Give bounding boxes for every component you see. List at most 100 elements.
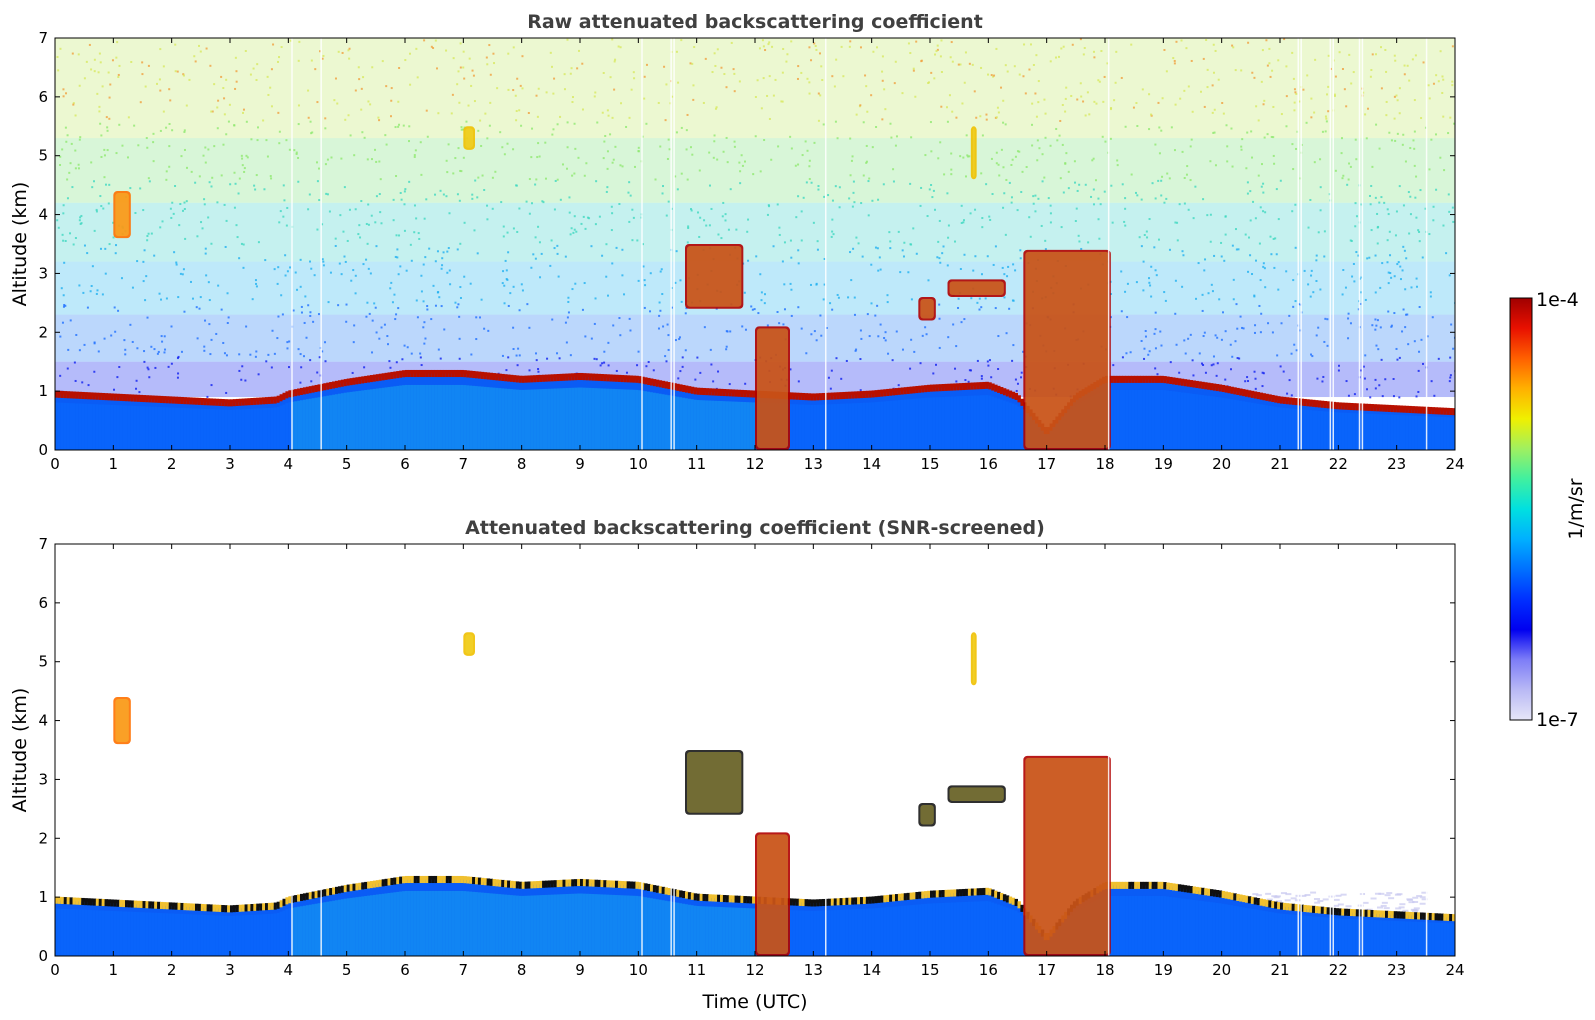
boundary-layer-top [927, 384, 931, 392]
boundary-layer-inner [332, 900, 336, 956]
noise-speckle [946, 264, 949, 267]
noise-speckle [1338, 51, 1341, 54]
noise-speckle [1349, 239, 1352, 242]
boundary-layer-top [78, 897, 82, 905]
boundary-layer-inner [1218, 397, 1223, 450]
noise-speckle [1295, 349, 1298, 352]
boundary-layer-inner [454, 890, 458, 956]
boundary-layer-inner [364, 390, 368, 450]
noise-speckle [375, 245, 378, 248]
noise-speckle [298, 40, 301, 43]
boundary-layer-inner [606, 388, 610, 450]
noise-speckle [1040, 224, 1043, 227]
noise-speckle [618, 203, 621, 206]
noise-speckle [643, 306, 646, 309]
boundary-layer-top [515, 375, 520, 383]
boundary-layer-inner [440, 890, 444, 956]
boundary-layer-inner [279, 911, 283, 956]
boundary-layer-inner [203, 914, 208, 956]
noise-speckle [467, 104, 470, 107]
noise-speckle [1047, 197, 1050, 200]
noise-speckle [978, 297, 981, 300]
noise-speckle [325, 192, 328, 195]
noise-speckle [178, 224, 181, 227]
noise-speckle [66, 367, 69, 370]
boundary-layer-top [585, 879, 590, 887]
noise-speckle [1165, 197, 1168, 200]
noise-speckle [730, 41, 733, 44]
boundary-layer-inner [647, 391, 651, 450]
noise-speckle [257, 126, 260, 129]
noise-speckle [1245, 167, 1248, 170]
noise-speckle [284, 274, 287, 277]
noise-speckle [86, 306, 89, 309]
boundary-layer-inner [337, 899, 342, 956]
noise-speckle [1370, 229, 1373, 232]
boundary-layer-inner [413, 890, 418, 956]
noise-speckle [1253, 331, 1256, 334]
boundary-layer-top [947, 383, 951, 391]
boundary-layer-top [297, 388, 301, 396]
faint-speckle [1314, 901, 1321, 904]
noise-speckle [725, 348, 728, 351]
boundary-layer-inner [244, 915, 248, 956]
noise-speckle [889, 240, 892, 243]
noise-speckle [1432, 82, 1435, 85]
noise-speckle [1095, 102, 1098, 105]
boundary-layer-inner [699, 400, 703, 450]
noise-speckle [586, 216, 589, 219]
noise-speckle [139, 187, 142, 190]
noise-speckle [56, 219, 59, 222]
noise-speckle [488, 124, 491, 127]
boundary-layer-top [259, 903, 263, 911]
noise-speckle [106, 149, 109, 152]
boundary-layer-inner [323, 902, 327, 956]
boundary-layer-inner [682, 397, 686, 450]
boundary-layer-inner [574, 893, 578, 956]
boundary-layer-top [903, 387, 908, 395]
noise-speckle [781, 260, 784, 263]
boundary-layer-top [337, 886, 342, 894]
noise-speckle [307, 304, 310, 307]
noise-speckle [93, 370, 96, 373]
boundary-layer-top [95, 898, 100, 906]
noise-speckle [1160, 344, 1163, 347]
noise-speckle [276, 60, 279, 63]
noise-speckle [375, 160, 378, 163]
noise-speckle [120, 277, 123, 280]
noise-speckle [462, 66, 465, 69]
boundary-layer-top [1402, 405, 1406, 413]
noise-speckle [405, 269, 408, 272]
noise-speckle [607, 341, 610, 344]
noise-speckle [611, 262, 614, 265]
boundary-layer-top [1323, 401, 1328, 409]
noise-speckle [242, 266, 245, 269]
noise-speckle [941, 252, 944, 255]
boundary-layer-top [422, 875, 426, 884]
boundary-layer-top [367, 375, 371, 383]
noise-speckle [470, 84, 473, 87]
noise-speckle [808, 81, 811, 84]
noise-speckle [1315, 259, 1318, 262]
noise-speckle [1404, 288, 1407, 291]
noise-speckle [1247, 41, 1250, 44]
boundary-layer-top [582, 879, 587, 887]
boundary-layer-top [425, 369, 429, 378]
noise-speckle [823, 195, 826, 198]
boundary-layer-top [1280, 396, 1284, 404]
boundary-layer-inner [267, 407, 272, 450]
boundary-layer-inner [1195, 394, 1199, 450]
boundary-layer-top [1399, 405, 1403, 413]
noise-speckle [989, 218, 992, 221]
boundary-layer-top [664, 381, 668, 389]
noise-speckle [727, 228, 730, 231]
boundary-layer-inner [75, 403, 79, 450]
noise-speckle [1341, 67, 1344, 70]
boundary-layer-inner [577, 387, 581, 450]
noise-speckle [1001, 266, 1004, 269]
noise-speckle [610, 229, 613, 232]
boundary-layer-top [510, 374, 514, 382]
noise-speckle [1252, 200, 1255, 203]
noise-speckle [988, 215, 991, 218]
noise-speckle [353, 154, 356, 157]
